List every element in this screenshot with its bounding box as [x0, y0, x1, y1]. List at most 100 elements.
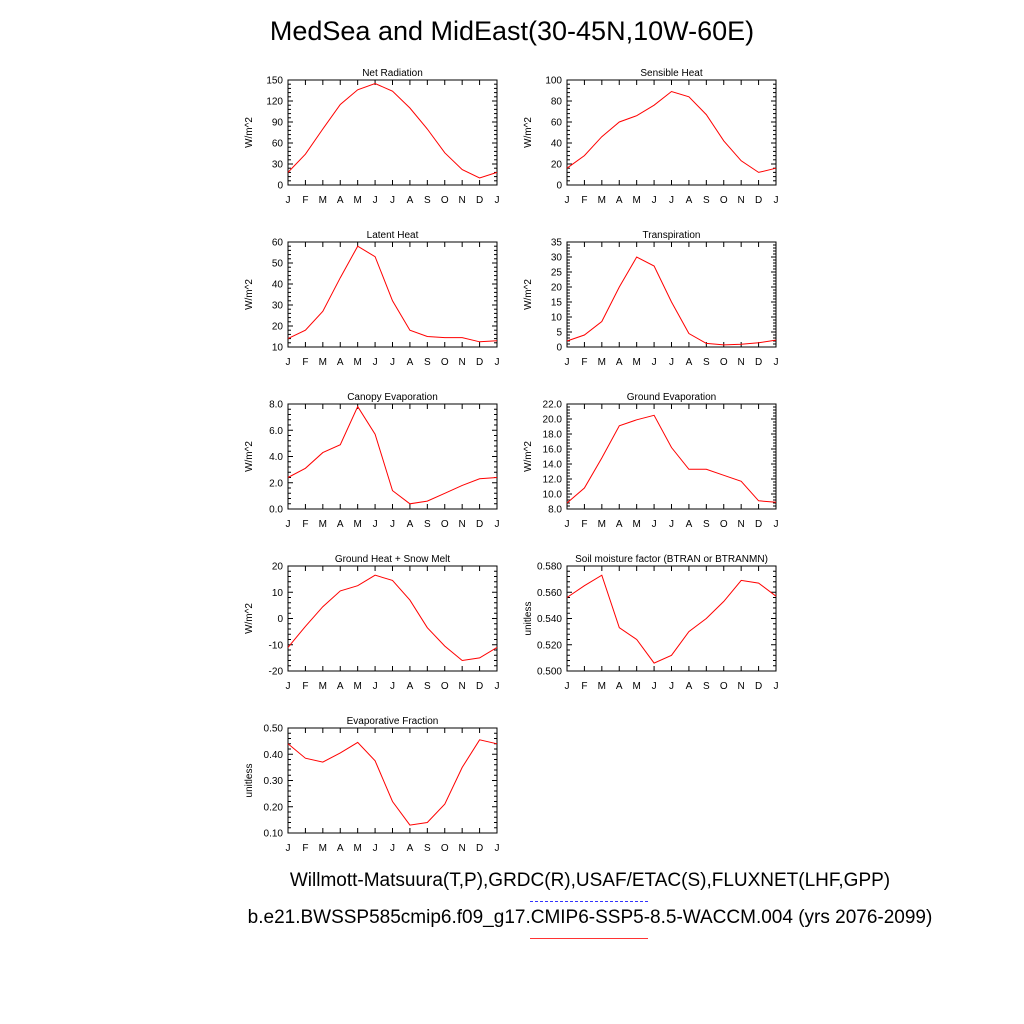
- x-tick-label: M: [598, 519, 606, 530]
- x-tick-label: M: [632, 357, 640, 368]
- y-tick-label: 0.30: [264, 776, 284, 787]
- model-legend-line: [530, 938, 648, 939]
- y-tick-label: 30: [272, 160, 284, 171]
- y-tick-label: 8.0: [548, 505, 562, 516]
- x-tick-label: M: [319, 843, 327, 854]
- y-tick-label: 100: [545, 76, 562, 87]
- y-tick-label: 0.0: [269, 505, 283, 516]
- x-tick-label: M: [353, 843, 361, 854]
- chart-panel-8: Soil moisture factor (BTRAN or BTRANMN) u…: [523, 554, 779, 692]
- y-tick-label: 20: [551, 160, 563, 171]
- y-tick-label: 8.0: [269, 400, 283, 411]
- x-tick-label: A: [407, 681, 414, 692]
- y-axis-label: W/m^2: [244, 441, 255, 472]
- x-tick-label: N: [459, 519, 466, 530]
- x-tick-label: S: [703, 357, 710, 368]
- y-tick-label: 15: [551, 298, 563, 309]
- model-series-line: [287, 739, 498, 826]
- x-tick-label: F: [302, 843, 308, 854]
- x-tick-label: M: [598, 357, 606, 368]
- y-tick-label: 35: [551, 238, 563, 249]
- x-tick-label: O: [441, 195, 449, 206]
- x-tick-label: A: [407, 519, 414, 530]
- y-tick-label: 14.0: [543, 460, 563, 471]
- y-tick-label: 0.520: [537, 640, 562, 651]
- x-tick-label: M: [353, 357, 361, 368]
- x-tick-label: M: [632, 519, 640, 530]
- x-tick-label: J: [286, 357, 291, 368]
- y-tick-label: 16.0: [543, 445, 563, 456]
- y-tick-label: -20: [269, 667, 284, 678]
- x-tick-label: A: [616, 195, 623, 206]
- model-series-line: [287, 574, 498, 662]
- x-tick-label: J: [495, 195, 500, 206]
- x-tick-label: M: [632, 195, 640, 206]
- plot-frame: [287, 727, 498, 834]
- x-tick-label: S: [424, 519, 431, 530]
- panel-title: Latent Heat: [367, 230, 419, 241]
- x-tick-label: J: [495, 843, 500, 854]
- x-tick-label: O: [441, 519, 449, 530]
- y-tick-label: 2.0: [269, 478, 283, 489]
- x-tick-label: A: [337, 843, 344, 854]
- plot-frame: [566, 79, 777, 186]
- y-tick-label: 22.0: [543, 400, 563, 411]
- footer-model: b.e21.BWSSP585cmip6.f09_g17.CMIP6-SSP5-8…: [247, 907, 933, 928]
- y-tick-label: 20: [551, 283, 563, 294]
- y-tick-label: 20.0: [543, 415, 563, 426]
- x-tick-label: J: [652, 519, 657, 530]
- x-tick-label: D: [476, 519, 483, 530]
- panel-title: Sensible Heat: [640, 68, 702, 79]
- x-tick-label: F: [302, 519, 308, 530]
- x-tick-label: O: [441, 843, 449, 854]
- x-tick-label: N: [459, 195, 466, 206]
- y-tick-label: 0: [277, 181, 283, 192]
- plot-frame: [287, 79, 498, 186]
- x-tick-label: O: [720, 195, 728, 206]
- x-tick-label: J: [390, 195, 395, 206]
- x-tick-label: N: [738, 357, 745, 368]
- y-tick-label: 0: [277, 614, 283, 625]
- x-tick-label: A: [337, 357, 344, 368]
- x-tick-label: A: [616, 357, 623, 368]
- x-tick-label: J: [390, 843, 395, 854]
- x-tick-label: D: [755, 357, 762, 368]
- y-axis-label: unitless: [244, 764, 255, 798]
- model-series-line: [566, 256, 777, 346]
- plot-frame: [287, 565, 498, 672]
- y-tick-label: 0.40: [264, 750, 284, 761]
- x-tick-label: O: [441, 681, 449, 692]
- y-tick-label: 150: [266, 76, 283, 87]
- y-tick-label: 90: [272, 118, 284, 129]
- y-tick-label: 0.10: [264, 829, 284, 840]
- x-tick-label: J: [286, 519, 291, 530]
- x-tick-label: O: [720, 519, 728, 530]
- y-tick-label: 10: [272, 588, 284, 599]
- x-tick-label: J: [565, 195, 570, 206]
- x-tick-label: M: [598, 195, 606, 206]
- x-tick-label: J: [669, 519, 674, 530]
- x-tick-label: J: [774, 357, 779, 368]
- plot-frame: [566, 241, 777, 348]
- y-tick-label: 12.0: [543, 475, 563, 486]
- x-tick-label: M: [598, 681, 606, 692]
- x-tick-label: F: [302, 195, 308, 206]
- x-tick-label: J: [652, 357, 657, 368]
- x-tick-label: J: [286, 195, 291, 206]
- x-tick-label: N: [459, 843, 466, 854]
- x-tick-label: J: [495, 519, 500, 530]
- x-tick-label: O: [720, 681, 728, 692]
- y-axis-label: W/m^2: [523, 117, 534, 148]
- x-tick-label: M: [319, 519, 327, 530]
- y-tick-label: 60: [272, 238, 284, 249]
- y-tick-label: 25: [551, 268, 563, 279]
- x-tick-label: J: [774, 195, 779, 206]
- y-tick-label: 0.580: [537, 562, 562, 573]
- x-tick-label: J: [565, 519, 570, 530]
- x-tick-label: J: [373, 195, 378, 206]
- x-tick-label: J: [286, 681, 291, 692]
